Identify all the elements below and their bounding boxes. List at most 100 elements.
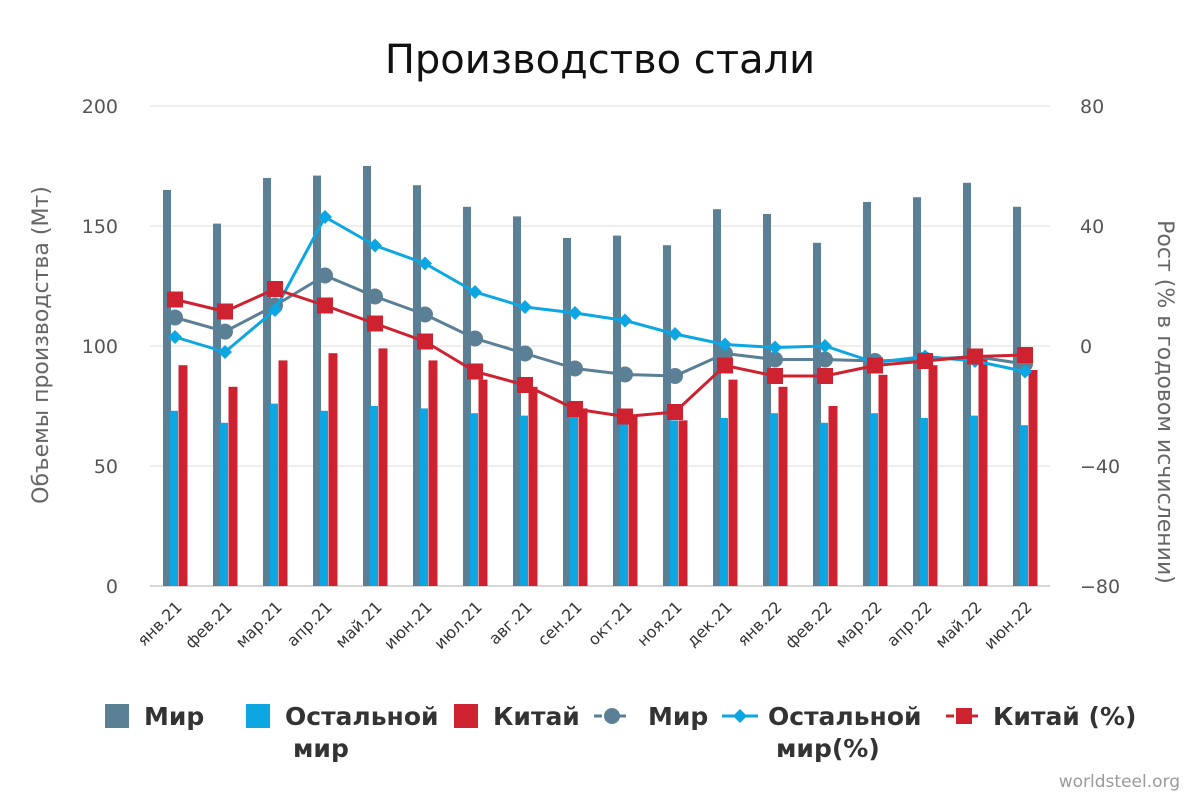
- china-bar: [878, 374, 888, 586]
- rest-of-world-growth-point: [768, 340, 782, 355]
- china-growth-line: [174, 287, 1026, 418]
- rest-of-world-growth-point: [1018, 364, 1032, 379]
- legend-item: Мир: [105, 702, 204, 731]
- rest-of-world-bar: [670, 420, 678, 586]
- left-tick-label: 50: [94, 456, 118, 478]
- world-growth-point: [517, 345, 533, 362]
- x-tick-label: мар.22: [832, 597, 886, 651]
- rest-of-world-bar: [820, 422, 828, 586]
- rest-of-world-growth-point: [368, 238, 382, 253]
- world-bar: [863, 202, 871, 586]
- world-bar: [763, 214, 771, 586]
- rest-of-world-bar: [620, 418, 628, 586]
- world-growth-point: [167, 309, 183, 326]
- china-growth-point: [1017, 347, 1033, 363]
- world-growth-point: [467, 330, 483, 347]
- right-axis-ticks: −80 −40 0 40 80: [1080, 96, 1120, 598]
- left-tick-label: 0: [106, 576, 118, 598]
- rest-of-world-bar: [720, 418, 728, 586]
- rest-of-world-bar: [870, 413, 878, 586]
- x-tick-label: май.22: [932, 597, 986, 651]
- china-bar: [578, 408, 588, 586]
- china-growth-point: [717, 357, 733, 374]
- legend-label: Остальной: [768, 702, 922, 731]
- china-bar: [828, 406, 838, 586]
- legend-label: Китай: [493, 702, 580, 731]
- legend-item: Китай: [454, 702, 580, 731]
- rest-of-world-growth-point: [718, 337, 732, 352]
- legend-item: Мир: [594, 702, 708, 731]
- china-bar: [428, 360, 438, 586]
- left-tick-label: 200: [82, 96, 118, 118]
- china-growth-point: [567, 401, 583, 417]
- world-growth-point: [617, 366, 633, 383]
- right-axis-label: Рост (% в годовом исчислении): [1152, 220, 1177, 584]
- china-bar: [278, 360, 288, 586]
- left-tick-label: 100: [82, 336, 118, 358]
- legend: Мир Остальной мир Китай Мир Остальной мир(%) Ки…: [105, 702, 1136, 763]
- legend-marker: [733, 709, 747, 723]
- rest-of-world-bar: [520, 415, 528, 586]
- left-tick-label: 150: [82, 216, 118, 238]
- bar-series: [163, 166, 1038, 587]
- right-tick-label: 80: [1080, 96, 1104, 118]
- china-bar: [478, 379, 488, 586]
- rest-of-world-growth-point: [318, 210, 332, 224]
- legend-label: Остальной: [285, 702, 439, 731]
- rest-of-world-bar: [970, 415, 978, 586]
- legend-label: мир: [293, 734, 349, 763]
- china-bar: [178, 365, 188, 586]
- world-growth-point: [567, 360, 583, 377]
- china-bar: [328, 353, 338, 586]
- china-growth-point: [167, 291, 183, 308]
- legend-item: Остальной мир: [246, 702, 439, 763]
- legend-marker: [956, 708, 972, 724]
- rest-of-world-growth-point: [468, 285, 482, 299]
- legend-label: Китай (%): [993, 702, 1136, 731]
- left-axis-label: Объемы производства (Мт): [29, 186, 54, 504]
- world-bar: [913, 197, 921, 586]
- legend-marker: [604, 708, 620, 724]
- china-bar: [378, 348, 388, 586]
- world-bar: [963, 182, 971, 587]
- world-bar: [313, 175, 321, 586]
- x-tick-label: авг.21: [485, 597, 536, 648]
- china-bar: [728, 379, 738, 586]
- x-tick-label: апр.22: [883, 597, 936, 650]
- source-label: worldsteel.org: [1059, 772, 1180, 792]
- rest-of-world-growth-point: [618, 313, 632, 328]
- china-growth-point: [917, 353, 933, 369]
- china-growth-point: [767, 368, 783, 384]
- x-tick-label: янв.22: [734, 597, 786, 649]
- china-bar: [228, 386, 238, 586]
- grid-lines: [150, 105, 1050, 587]
- rest-of-world-growth-point: [218, 345, 232, 359]
- china-bar: [978, 355, 988, 586]
- legend-swatch: [105, 704, 129, 728]
- x-tick-label: июн.21: [380, 597, 436, 653]
- x-axis-ticks: янв.21фев.21мар.21апр.21май.21июн.21июл.…: [134, 597, 1036, 653]
- rest-of-world-bar: [920, 418, 928, 586]
- legend-swatch: [246, 704, 270, 728]
- right-tick-label: 40: [1080, 216, 1104, 238]
- world-growth-point: [367, 288, 383, 305]
- china-growth-point: [417, 333, 433, 350]
- x-tick-label: июн.22: [980, 597, 1036, 653]
- rest-of-world-growth-point: [568, 306, 582, 320]
- world-bar: [163, 190, 171, 586]
- china-growth-point: [867, 357, 883, 374]
- x-tick-label: окт.21: [584, 597, 636, 649]
- world-bar: [513, 216, 521, 586]
- world-bar: [413, 185, 421, 586]
- rest-of-world-bar: [320, 410, 328, 586]
- legend-label: Мир: [144, 702, 204, 731]
- line-series: [167, 210, 1033, 425]
- rest-of-world-bar: [770, 413, 778, 586]
- world-growth-point: [767, 351, 783, 368]
- rest-of-world-growth-point: [668, 327, 682, 341]
- rest-of-world-bar: [270, 403, 278, 586]
- world-bar: [213, 223, 221, 586]
- china-growth-point: [517, 377, 533, 393]
- world-growth-point: [667, 368, 683, 384]
- world-bar: [813, 242, 821, 587]
